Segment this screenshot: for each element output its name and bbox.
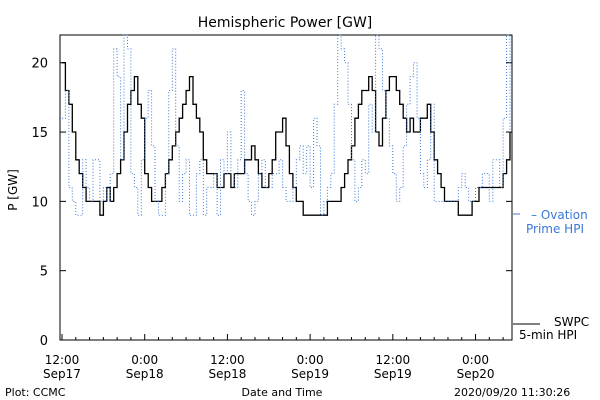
x-tick-label-date: Sep18 (126, 367, 164, 381)
y-axis-label: P [GW] (6, 169, 20, 211)
y-tick-label: 15 (31, 126, 48, 141)
x-tick-label-date: Sep19 (291, 367, 329, 381)
series-group (62, 34, 511, 216)
plot-frame (59, 34, 513, 341)
axis-ticks: 0510152012:00Sep170:00Sep1812:00Sep180:0… (31, 57, 512, 381)
y-tick-label: 5 (40, 265, 48, 280)
x-tick-label-time: 12:00 (210, 353, 245, 367)
x-tick-label-time: 12:00 (45, 353, 80, 367)
swpc-legend-label-1: SWPC (554, 315, 589, 329)
plot-timestamp: 2020/09/20 11:30:26 (454, 386, 570, 399)
y-tick-label: 0 (40, 334, 48, 349)
x-tick-label-time: 12:00 (376, 353, 411, 367)
x-tick-label-date: Sep18 (208, 367, 246, 381)
x-tick-label-time: 0:00 (297, 353, 324, 367)
swpc-hpi-line (62, 62, 511, 216)
swpc-legend-label-2: 5-min HPI (519, 328, 577, 342)
x-tick-label-date: Sep20 (457, 367, 495, 381)
ovation-prime-line (62, 34, 511, 216)
x-axis-label: Date and Time (242, 386, 323, 399)
y-tick-label: 10 (31, 195, 48, 210)
x-tick-label-time: 0:00 (131, 353, 158, 367)
ovation-legend-label-2: Prime HPI (526, 222, 584, 236)
x-tick-label-date: Sep19 (374, 367, 412, 381)
x-tick-label-time: 0:00 (462, 353, 489, 367)
y-tick-label: 20 (31, 57, 48, 72)
x-tick-label-date: Sep17 (43, 367, 81, 381)
ovation-legend-label-1: – Ovation (531, 208, 588, 222)
chart-title: Hemispheric Power [GW] (198, 15, 373, 31)
plot-credit: Plot: CCMC (5, 386, 66, 399)
